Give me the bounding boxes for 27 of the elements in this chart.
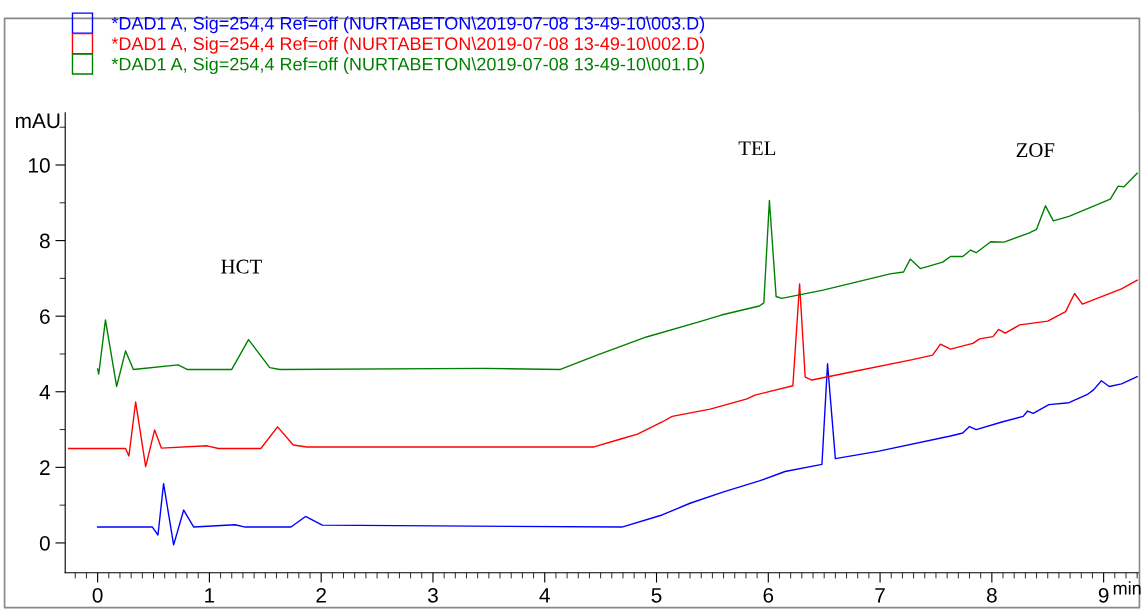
y-axis-title: mAU xyxy=(16,113,60,129)
legend-label: *DAD1 A, Sig=254,4 Ref=off (NURTABETON\2019-07-08 13-49-10\002.D) xyxy=(111,36,705,54)
y-tick-label: 8 xyxy=(39,233,50,249)
x-tick-label: 1 xyxy=(205,588,215,603)
x-tick-label: 6 xyxy=(763,587,774,603)
y-tick-label: 10 xyxy=(29,158,50,173)
line-series xyxy=(96,172,1138,388)
y-tick-label: 6 xyxy=(40,309,50,324)
annotation: HCT xyxy=(221,259,262,274)
x-tick-label: 7 xyxy=(875,588,885,603)
x-tick-label: 8 xyxy=(986,587,997,603)
annotation: ZOF xyxy=(1016,143,1055,158)
legend-label: *DAD1 A, Sig=254,4 Ref=off (NURTABETON\2019-07-08 13-49-10\001.D) xyxy=(111,57,705,75)
y-tick-label: 0 xyxy=(39,535,50,551)
y-tick-label: 4 xyxy=(39,384,51,400)
y-tick-label: 2 xyxy=(40,460,50,475)
x-tick-label: 0 xyxy=(92,587,103,603)
legend-label: *DAD1 A, Sig=254,4 Ref=off (NURTABETON\2019-07-08 13-49-10\003.D) xyxy=(111,16,705,34)
x-tick-label: 3 xyxy=(427,587,438,603)
x-tick-label: 9 xyxy=(1098,587,1109,603)
x-axis-title: min xyxy=(1113,581,1141,595)
annotation: TEL xyxy=(738,141,776,156)
x-tick-label: 4 xyxy=(539,588,550,603)
x-tick-label: 2 xyxy=(316,587,326,603)
line-series xyxy=(96,363,1138,546)
line-series xyxy=(67,279,1138,468)
x-tick-label: 5 xyxy=(651,588,662,603)
